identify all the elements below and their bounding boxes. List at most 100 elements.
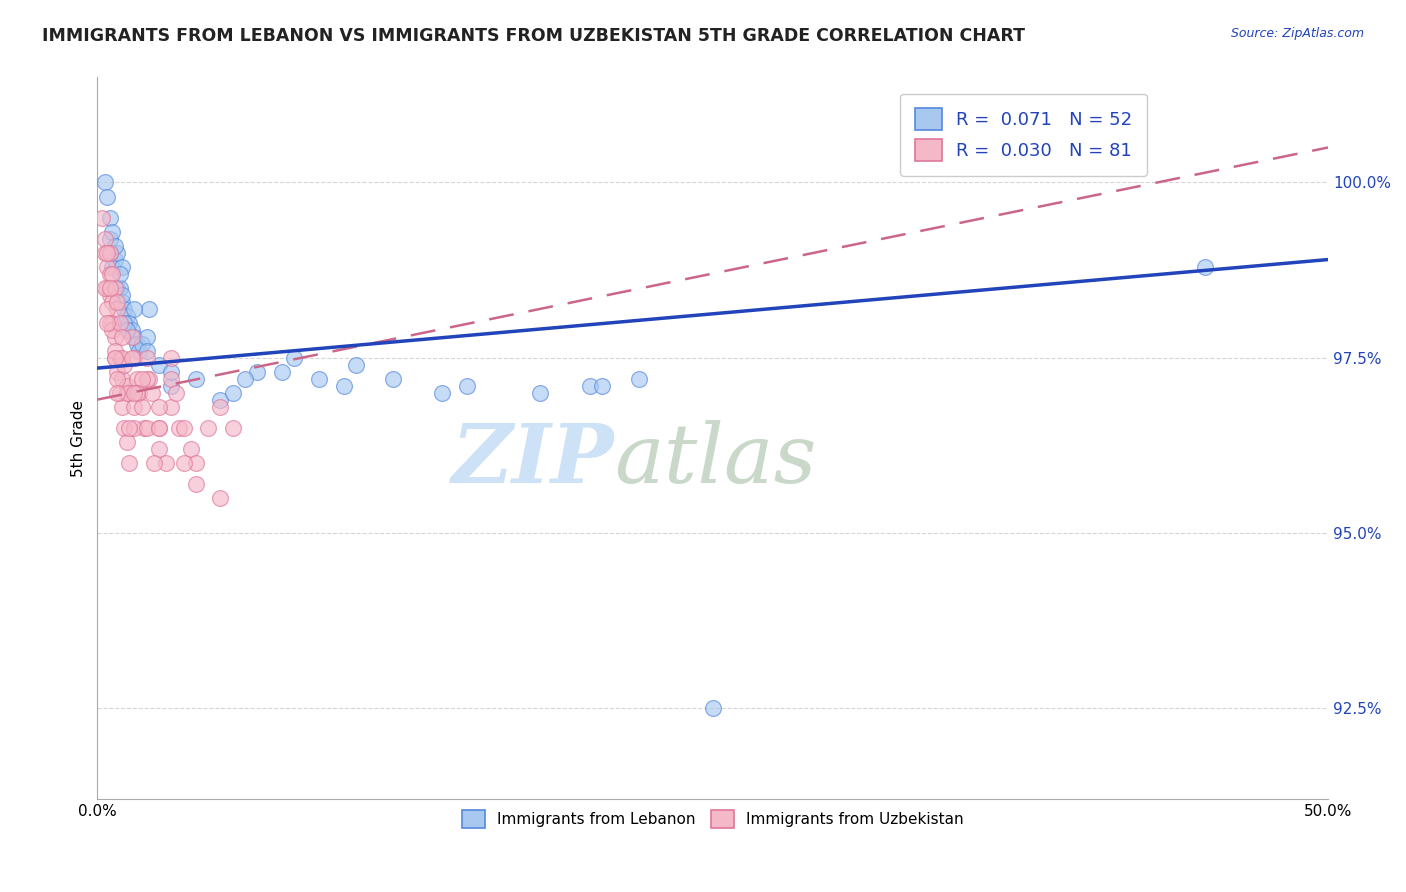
Point [160,400,183,414]
Point [381,371,404,385]
Point [101,260,124,274]
Point [108,267,131,281]
Point [456,378,478,392]
Point [529,385,551,400]
Point [103,329,125,343]
Point [103,238,125,252]
Text: IMMIGRANTS FROM LEBANON VS IMMIGRANTS FROM UZBEKISTAN 5TH GRADE CORRELATION CHAR: IMMIGRANTS FROM LEBANON VS IMMIGRANTS FR… [42,27,1025,45]
Point [233,371,256,385]
Point [112,316,135,330]
Point [124,400,146,414]
Point [209,392,232,407]
Point [118,385,141,400]
Point [332,378,354,392]
Point [98,316,121,330]
Point [124,351,146,365]
Point [128,385,150,400]
Point [138,301,160,316]
Point [103,280,125,294]
Point [135,351,157,365]
Point [111,287,134,301]
Point [124,385,146,400]
Point [93,245,115,260]
Point [98,211,121,225]
Point [148,358,170,372]
Point [101,294,124,309]
Point [103,351,125,365]
Legend: Immigrants from Lebanon, Immigrants from Uzbekistan: Immigrants from Lebanon, Immigrants from… [456,804,970,835]
Point [96,245,118,260]
Point [125,385,148,400]
Point [702,700,724,714]
Point [105,385,128,400]
Point [148,442,170,456]
Point [131,400,153,414]
Point [101,316,124,330]
Point [111,260,134,274]
Point [184,371,207,385]
Point [197,420,219,434]
Point [135,329,157,343]
Point [184,456,207,470]
Point [148,420,170,434]
Point [160,378,183,392]
Point [98,245,121,260]
Point [121,322,143,336]
Point [91,211,114,225]
Point [246,365,269,379]
Point [160,365,183,379]
Point [98,245,121,260]
Point [143,456,166,470]
Point [108,280,131,294]
Point [308,371,330,385]
Point [209,491,232,505]
Point [148,420,170,434]
Point [148,400,170,414]
Point [111,400,134,414]
Point [173,456,195,470]
Point [103,252,125,267]
Point [118,420,141,434]
Point [96,189,118,203]
Point [96,260,118,274]
Y-axis label: 5th Grade: 5th Grade [72,400,86,476]
Point [430,385,453,400]
Point [105,245,128,260]
Point [591,378,613,392]
Point [111,294,134,309]
Point [118,316,141,330]
Point [96,280,118,294]
Point [112,420,135,434]
Point [96,301,118,316]
Point [222,385,245,400]
Point [135,343,157,358]
Point [115,322,138,336]
Text: atlas: atlas [614,420,817,500]
Point [115,309,138,323]
Point [578,378,600,392]
Point [105,365,128,379]
Point [138,371,160,385]
Point [121,329,143,343]
Point [103,351,125,365]
Point [98,267,121,281]
Point [98,287,121,301]
Point [105,280,128,294]
Point [222,420,245,434]
Point [111,351,134,365]
Point [135,371,157,385]
Point [101,322,124,336]
Point [180,442,202,456]
Point [112,358,135,372]
Point [627,371,650,385]
Point [115,378,138,392]
Point [93,176,115,190]
Point [124,420,146,434]
Point [93,280,115,294]
Point [115,385,138,400]
Point [131,336,153,351]
Point [1194,260,1216,274]
Point [111,371,134,385]
Point [112,301,135,316]
Point [283,351,305,365]
